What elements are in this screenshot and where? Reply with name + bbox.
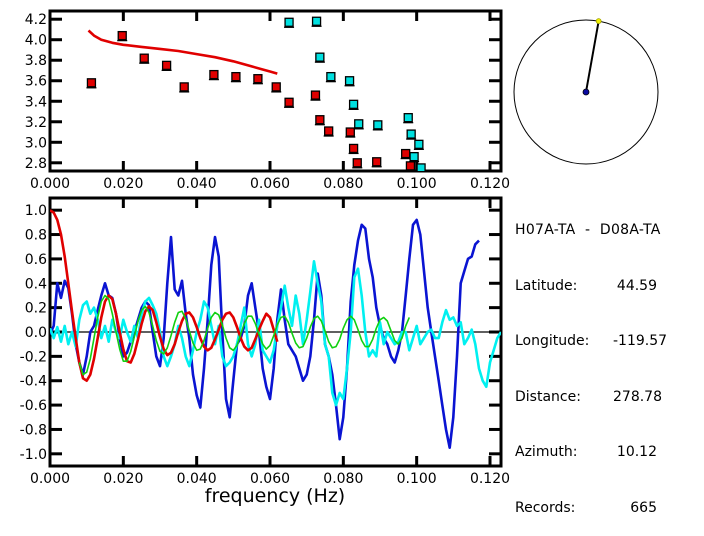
fundamental-mode-picks-point xyxy=(139,53,149,63)
info-value: 44.59 xyxy=(616,277,657,294)
y-tick-label: 4.0 xyxy=(25,33,47,49)
overtone-picks-point xyxy=(311,16,322,26)
station-pair-title: H07A-TA - D08A-TA xyxy=(515,222,661,238)
overtone-picks-point xyxy=(344,76,355,86)
station-info-panel: H07A-TA - D08A-TA Latitude: 44.59 Longitu… xyxy=(515,184,668,536)
x-tick-label: 0.080 xyxy=(323,471,363,487)
info-label: Latitude: xyxy=(515,277,578,294)
y-tick-label: 1.0 xyxy=(25,203,47,219)
info-label: Distance: xyxy=(515,388,581,405)
y-tick-label: -0.6 xyxy=(20,398,47,414)
station-target-marker xyxy=(595,18,602,25)
fundamental-mode-picks-point xyxy=(231,71,241,82)
info-row-distance: Distance: 278.78 xyxy=(515,388,662,407)
fundamental-mode-picks-point xyxy=(315,115,325,125)
info-value: 665 xyxy=(630,499,657,516)
fundamental-mode-picks-point xyxy=(86,78,97,88)
y-tick-label: 3.4 xyxy=(25,94,47,110)
x-tick-label: 0.040 xyxy=(177,176,217,192)
x-axis-title: frequency (Hz) xyxy=(205,485,345,507)
info-row-records: Records: 665 xyxy=(515,499,661,518)
model-bessel-green xyxy=(78,294,411,376)
y-tick-label: 3.6 xyxy=(25,74,47,90)
x-tick-label: 0.120 xyxy=(470,176,510,192)
y-tick-label: 0.0 xyxy=(25,325,47,341)
overtone-picks-point xyxy=(373,120,383,130)
y-tick-label: 0.8 xyxy=(25,228,47,244)
fundamental-mode-picks-point xyxy=(117,30,127,41)
y-tick-label: -0.2 xyxy=(20,349,47,365)
overtone-picks-point xyxy=(315,52,325,62)
y-tick-label: 3.2 xyxy=(25,115,47,131)
fundamental-mode-picks-point xyxy=(372,157,382,167)
x-tick-label: 0.120 xyxy=(470,471,510,487)
overtone-picks-point xyxy=(403,113,413,123)
y-tick-label: 2.8 xyxy=(25,156,47,172)
coherency-chart: 0.000 0.020 0.040 0.060 0.080 0.100 0.120 1.0 0.… xyxy=(20,196,510,487)
x-tick-label: 0.080 xyxy=(323,176,363,192)
model-bessel-red xyxy=(50,209,279,383)
azimuth-line xyxy=(585,20,600,93)
observed-coherency-real xyxy=(50,218,480,450)
fundamental-mode-picks-point xyxy=(271,82,281,92)
fundamental-mode-picks-point xyxy=(401,148,411,159)
x-tick-label: 0.000 xyxy=(30,471,70,487)
fundamental-mode-picks-point xyxy=(209,69,219,80)
x-tick-label: 0.060 xyxy=(250,471,290,487)
figure-canvas: 0.000 0.020 0.040 0.060 0.080 0.100 0.120 4.2 4.… xyxy=(20,9,659,507)
info-value: -119.57 xyxy=(613,333,668,349)
info-row-longitude: Longitude: -119.57 xyxy=(515,332,668,351)
y-tick-label: -0.4 xyxy=(20,374,47,390)
fundamental-mode-picks-point xyxy=(348,143,359,154)
fundamental-mode-picks-point xyxy=(310,90,321,100)
plot-frame xyxy=(48,9,503,173)
x-tick-label: 0.060 xyxy=(250,176,290,192)
model-dispersion-curve xyxy=(87,29,278,75)
x-tick-label: 0.100 xyxy=(397,176,437,192)
y-tick-label: -0.8 xyxy=(20,422,47,438)
overtone-picks-point xyxy=(284,17,294,27)
y-tick-label: 4.2 xyxy=(25,12,47,28)
azimuth-compass xyxy=(513,18,659,165)
y-tick-label: -1.0 xyxy=(20,447,47,463)
fundamental-mode-picks-point xyxy=(405,161,416,171)
overtone-picks-point xyxy=(409,151,419,162)
fundamental-mode-picks-point xyxy=(324,126,334,136)
overtone-picks-point xyxy=(406,129,416,139)
fundamental-mode-picks-point xyxy=(253,74,263,84)
x-tick-label: 0.100 xyxy=(397,471,437,487)
y-tick-label: 3.0 xyxy=(25,135,47,151)
y-tick-label: 0.6 xyxy=(25,252,47,268)
overtone-picks-point xyxy=(416,163,426,171)
fundamental-mode-picks-point xyxy=(352,158,362,168)
x-tick-label: 0.000 xyxy=(30,176,70,192)
x-tick-label: 0.020 xyxy=(103,471,143,487)
dispersion-chart: 0.000 0.020 0.040 0.060 0.080 0.100 0.120 4.2 4.… xyxy=(25,9,510,192)
overtone-picks-point xyxy=(348,99,359,109)
fundamental-mode-picks-point xyxy=(345,127,355,137)
x-tick-label: 0.020 xyxy=(103,176,143,192)
info-row-latitude: Latitude: 44.59 xyxy=(515,277,661,296)
info-value: 278.78 xyxy=(613,388,662,405)
plot-area xyxy=(86,16,426,171)
station-origin-marker xyxy=(582,88,590,96)
x-tick-label: 0.040 xyxy=(177,471,217,487)
y-tick-label: 0.2 xyxy=(25,301,47,317)
info-label: Azimuth: xyxy=(515,444,578,460)
compass-circle xyxy=(513,19,659,165)
overtone-picks-point xyxy=(326,71,336,82)
fundamental-mode-picks-point xyxy=(179,82,189,92)
plot-area xyxy=(50,209,501,450)
info-label: Records: xyxy=(515,499,576,516)
y-tick-label: 3.8 xyxy=(25,53,47,69)
info-row-azimuth: Azimuth: 10.12 xyxy=(515,443,661,462)
info-value: 10.12 xyxy=(616,444,657,460)
fundamental-mode-picks-point xyxy=(161,60,172,71)
fundamental-mode-picks-point xyxy=(284,97,294,107)
overtone-picks-point xyxy=(414,139,424,149)
info-label: Longitude: xyxy=(515,333,590,349)
y-tick-label: 0.4 xyxy=(25,276,47,292)
overtone-picks-point xyxy=(354,119,364,129)
